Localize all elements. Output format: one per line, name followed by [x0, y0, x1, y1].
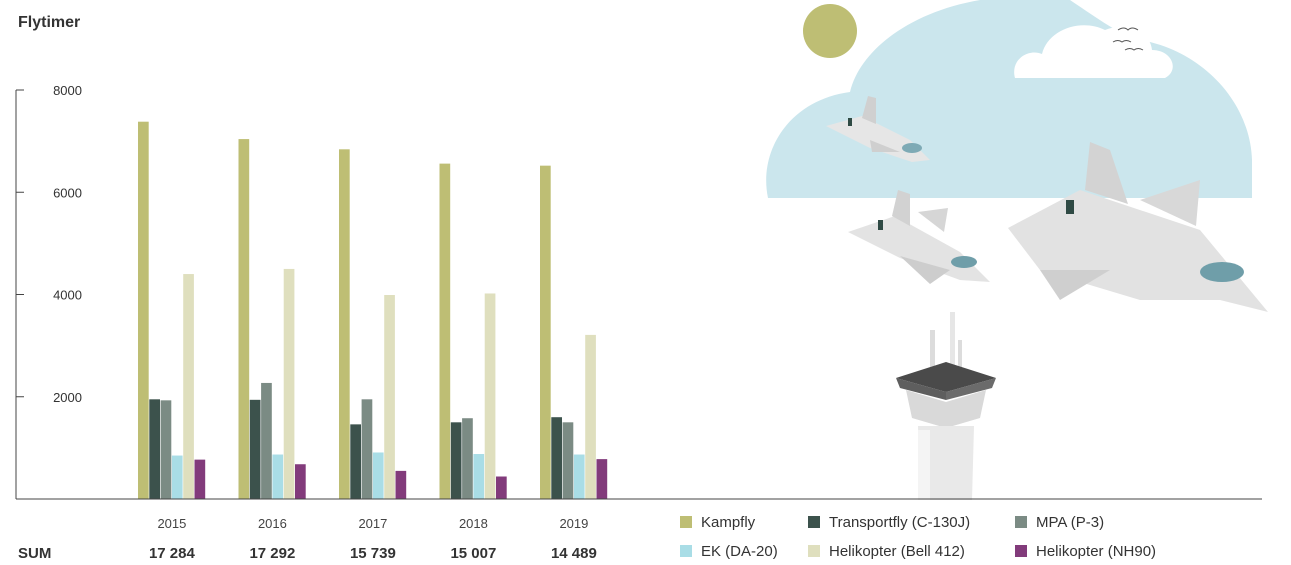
- bar-2018-2: [462, 418, 473, 499]
- sum-row: 17 284 17 292 15 739 15 007 14 489: [149, 545, 597, 562]
- bar-2019-5: [596, 459, 608, 499]
- birds-icon: [1112, 27, 1144, 51]
- bar-2015-4: [183, 274, 194, 499]
- bar-2017-5: [395, 470, 407, 499]
- sum-value: 15 739: [350, 545, 396, 562]
- bar-2016-2: [261, 382, 272, 499]
- x-tick-label: 2016: [258, 516, 287, 531]
- chart-title: Flytimer: [18, 14, 80, 31]
- legend: Kampfly Transportfly (C-130J) MPA (P-3) EK …: [680, 514, 1156, 560]
- bar-2016-4: [283, 268, 295, 499]
- bar-2016-3: [272, 454, 284, 499]
- x-tick-label: 2018: [459, 516, 488, 531]
- bar-2015-5: [194, 459, 206, 499]
- bar-2017-2: [361, 399, 373, 499]
- y-tick-label: 6000: [53, 185, 82, 200]
- bars-group: [138, 121, 608, 500]
- x-axis-labels: 2015 2016 2017 2018 2019: [157, 516, 588, 531]
- bar-2018-4: [484, 293, 496, 499]
- sum-row-label: SUM: [18, 545, 51, 562]
- legend-label: Helikopter (NH90): [1036, 543, 1156, 560]
- control-tower-icon: [896, 312, 996, 500]
- legend-swatch: [1015, 545, 1027, 557]
- legend-swatch: [808, 545, 820, 557]
- bar-2015-3: [171, 455, 183, 499]
- bar-2019-0: [540, 165, 551, 500]
- bar-2017-1: [350, 424, 361, 499]
- bar-2018-3: [473, 454, 485, 499]
- bar-2018-1: [450, 422, 462, 499]
- legend-label: Kampfly: [701, 514, 756, 531]
- legend-label: EK (DA-20): [701, 543, 778, 560]
- legend-swatch: [680, 545, 692, 557]
- sum-value: 17 284: [149, 545, 196, 562]
- bar-2016-0: [238, 139, 250, 499]
- bar-2019-1: [551, 417, 562, 499]
- bar-2015-1: [149, 399, 160, 499]
- bar-2017-4: [384, 295, 395, 499]
- small-cloud: [1014, 25, 1173, 78]
- y-axis: 2000 4000 6000 8000: [15, 83, 82, 499]
- bar-2019-4: [585, 334, 596, 499]
- jet-icon-medium: [848, 190, 990, 284]
- legend-swatch: [808, 516, 820, 528]
- jet-icon-small: [826, 96, 930, 162]
- bar-2019-3: [573, 454, 585, 499]
- x-tick-label: 2019: [559, 516, 588, 531]
- bar-2016-5: [295, 464, 306, 499]
- bar-2018-0: [439, 163, 451, 499]
- bar-2017-3: [372, 452, 384, 499]
- bar-2018-5: [496, 476, 507, 499]
- legend-swatch: [1015, 516, 1027, 528]
- bar-2019-2: [562, 422, 574, 499]
- x-tick-label: 2017: [358, 516, 387, 531]
- sum-value: 15 007: [450, 545, 496, 562]
- y-tick-label: 2000: [53, 390, 82, 405]
- y-tick-label: 8000: [53, 83, 82, 98]
- y-tick-label: 4000: [53, 288, 82, 303]
- sum-value: 14 489: [551, 545, 597, 562]
- legend-swatch: [680, 516, 692, 528]
- sun-icon: [803, 4, 857, 58]
- legend-label: MPA (P-3): [1036, 514, 1104, 531]
- aviation-illustration: [766, 0, 1268, 500]
- jet-icon-large: [1008, 142, 1268, 312]
- bar-2015-0: [138, 121, 149, 499]
- sum-value: 17 292: [249, 545, 295, 562]
- x-tick-label: 2015: [157, 516, 186, 531]
- bar-2016-1: [249, 399, 261, 499]
- bar-2017-0: [339, 149, 350, 499]
- legend-label: Transportfly (C-130J): [829, 514, 970, 531]
- legend-label: Helikopter (Bell 412): [829, 543, 965, 560]
- bar-2015-2: [160, 400, 172, 499]
